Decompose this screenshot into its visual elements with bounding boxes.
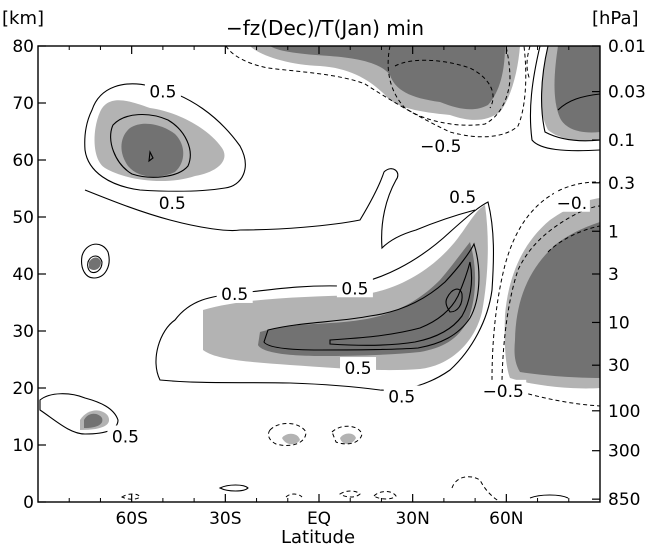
contour-neg-spot-7 (373, 491, 397, 500)
y-right-tick-label: 10 (608, 313, 630, 333)
contour-pos-sh-high-mid (110, 114, 191, 178)
contour-pos-tropical-inner (263, 242, 480, 351)
contour-label: 0.5 (388, 388, 415, 408)
y-right-tick-label: 30 (608, 356, 630, 376)
contour-label-bg (480, 379, 527, 400)
plot-area (39, 46, 600, 502)
contour-label-bg (216, 282, 253, 303)
contour-pos-60s-blob-inner (87, 255, 103, 274)
right-axis-unit: [hPa] (592, 8, 639, 29)
y-right-tick-label: 0.1 (608, 131, 635, 151)
contour-pos-ground-2 (529, 494, 569, 499)
contour-pos-sh-middle-open (239, 168, 476, 250)
contour-label: 0.5 (159, 194, 186, 214)
contour-neg-top-center-mid (387, 46, 511, 126)
contour-label: 0.5 (341, 279, 368, 299)
y-tick-label: 70 (12, 94, 34, 114)
contour-label-bg (383, 385, 420, 406)
shade-light-spot-2 (340, 433, 356, 444)
y-right-tick-label: 100 (608, 402, 640, 422)
x-tick-label: 60N (489, 509, 523, 529)
y-tick-label: 0 (23, 493, 34, 513)
shade-dark-60s-blob (89, 257, 101, 270)
contour-neg-spot-1 (267, 423, 307, 446)
shade-dark-60s-low (84, 413, 103, 428)
y-right-tick-label: 0.01 (608, 37, 646, 57)
chart-title: −fz(Dec)/T(Jan) min (226, 16, 424, 40)
contour-neg-spot-2 (331, 425, 363, 445)
contour-pos-60s-low (39, 393, 119, 435)
y-tick-label: 80 (12, 37, 34, 57)
contour-label: −0.5 (420, 137, 461, 157)
contour-label: 0.5 (345, 359, 372, 379)
y-tick-label: 30 (12, 322, 34, 342)
contour-pos-tropical-core (329, 261, 473, 346)
contour-pos-30n-small (445, 288, 463, 313)
contour-neg-top-right (526, 46, 531, 81)
x-tick-label: 60S (115, 509, 147, 529)
contour-label-bg (336, 277, 373, 298)
contour-neg-nh-right-outer (491, 181, 600, 381)
y-right-tick-label: 300 (608, 442, 640, 462)
contour-label: 0.5 (221, 285, 248, 305)
x-tick-label: 30N (395, 509, 429, 529)
shade-dark-top-right (554, 46, 600, 133)
contour-pos-left-tongue (84, 189, 241, 232)
contour-label: 0.5 (149, 83, 176, 103)
contour-label: −0. (557, 194, 587, 214)
contour-label-bg (340, 357, 377, 378)
y-right-tick-label: 1 (608, 222, 619, 242)
shade-light-spot-1 (282, 433, 300, 445)
contour-label-bg (144, 80, 181, 101)
left-axis-unit: [km] (2, 8, 44, 29)
y-tick-label: 60 (12, 151, 34, 171)
contour-pos-60s-blob-outer (81, 243, 110, 279)
shade-dark-sh-high (121, 123, 184, 177)
contour-labels: 0.5 0.5 0.5 0.5 0.5 0.5 0.5 0.5 −0.5 −0.5 −0. (107, 80, 590, 447)
y-right-tick-label: 0.3 (608, 174, 635, 194)
contour-pos-ground-1 (218, 484, 249, 492)
contour-label: 0.5 (449, 188, 476, 208)
contour-label: −0.5 (483, 382, 524, 402)
y-axis-right: 850 300 100 30 10 3 1 0.3 0.1 0.03 0.01 (592, 37, 646, 510)
contour-neg-spot-4 (121, 493, 141, 500)
contour-label-bg (553, 191, 590, 212)
contour-label: 0.5 (112, 427, 139, 447)
contour-neg-nh-right-inner (547, 225, 600, 253)
contour-neg-spot-3 (451, 476, 501, 502)
y-tick-label: 20 (12, 379, 34, 399)
contour-label-bg (417, 134, 464, 155)
contour-pos-top-right-inner (541, 46, 600, 142)
y-tick-label: 10 (12, 436, 34, 456)
x-tick-label: 30S (209, 509, 241, 529)
contour-neg-top-center-inner (394, 59, 494, 109)
contour-neg-nh-right-mid (501, 205, 600, 381)
contour-pos-top-right-outer (529, 46, 600, 152)
contour-pos-sh-high-inner (148, 150, 154, 163)
y-right-tick-label: 0.03 (608, 83, 646, 103)
x-tick-label: EQ (307, 509, 331, 529)
contour-neg-spot-5 (285, 493, 303, 498)
contour-label-bg (444, 186, 481, 207)
contour-label-bg (154, 191, 191, 212)
contour-label-bg (107, 425, 144, 446)
contour-pos-top-right-core (557, 93, 600, 111)
y-axis-left: 0 10 20 30 40 50 60 70 80 (12, 37, 46, 513)
y-right-tick-label: 850 (608, 490, 640, 510)
y-tick-label: 50 (12, 208, 34, 228)
contour-neg-spot-6 (339, 490, 361, 498)
x-axis: 60S 30S EQ 30N 60N (68, 46, 570, 529)
shade-dark-nh-right (514, 222, 600, 378)
y-right-tick-label: 3 (608, 265, 619, 285)
y-tick-label: 40 (12, 265, 34, 285)
negative-contours (121, 46, 600, 502)
x-axis-label: Latitude (281, 527, 355, 546)
